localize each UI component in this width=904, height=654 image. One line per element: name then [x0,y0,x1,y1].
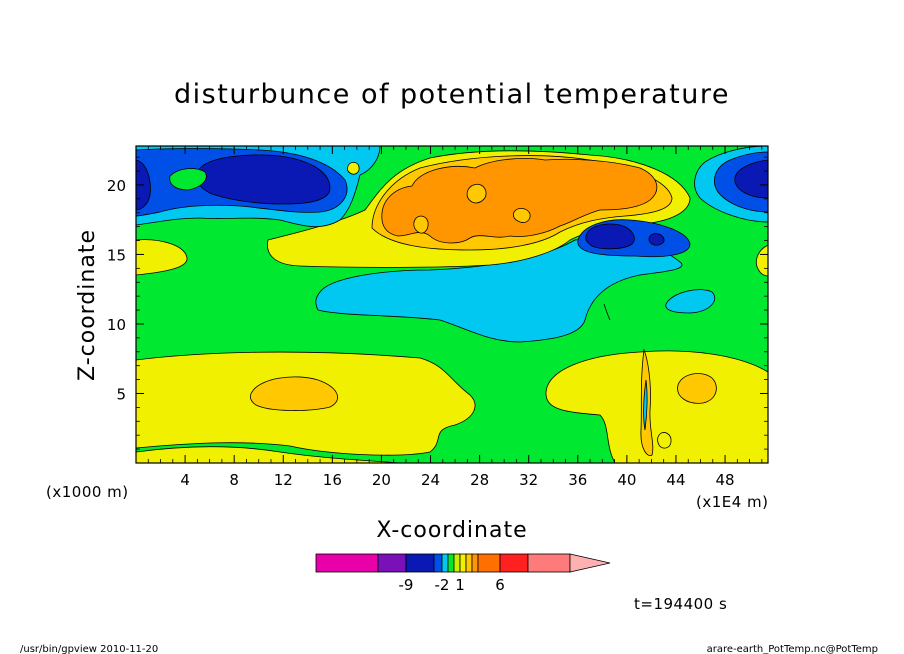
region-negative-mid [315,238,683,343]
y-tick-label: 20 [107,177,126,195]
x-tick-label: 28 [470,471,489,489]
colorbar-tick-label: -9 [399,576,414,594]
colorbar-tick-label: 1 [455,576,465,594]
y-tick-label: 10 [107,316,126,334]
colorbar-segment [477,553,501,573]
cell-negative-center-right-small [648,233,665,246]
y-tick-label: 5 [116,385,126,403]
blob-positive-upper-left [347,161,360,175]
colorbar-segment [377,553,407,573]
x-tick-label: 44 [666,471,685,489]
y-axis-label: Z-coordinate [75,229,100,381]
streak-contour-upper [603,303,611,321]
x-tick-label: 48 [716,471,735,489]
cell-negative-upper-right [734,159,768,199]
chart-title: disturbunce of potential temperature [174,79,730,110]
hole-upper-core-2 [512,208,531,223]
x-tick-label: 12 [274,471,293,489]
cell-negative-upper-left [196,154,331,205]
colorbar-extend-arrow [569,553,611,573]
x-axis-label: X-coordinate [376,518,527,543]
footer-left: /usr/bin/gpview 2010-11-20 [20,644,158,654]
colorbar-segment [315,553,379,573]
x-tick-label: 24 [421,471,440,489]
time-label: t=194400 s [634,595,727,613]
patch-positive-left-15 [136,239,188,276]
x-unit-right: (x1E4 m) [696,493,769,511]
plot-frame [135,145,769,464]
region-positive-bottom-left [136,446,401,463]
region-positive-upper-core [381,158,658,244]
colorbar-tick-label: 6 [495,576,505,594]
x-tick-label: 4 [180,471,190,489]
cell-positive-lower-right [677,373,717,404]
contour-field [136,146,768,463]
y-tick-label: 15 [107,246,126,264]
x-unit-left: (x1000 m) [46,483,129,501]
cell-positive-lower-left [249,376,339,411]
gap-near-zero-upper-left [169,168,207,191]
x-tick-label: 40 [617,471,636,489]
colorbar-segment [447,553,455,573]
x-tick-label: 8 [229,471,239,489]
hole-upper-core-3 [466,183,487,204]
streak-blob [657,432,672,449]
y-axis: 5 10 15 20 [107,156,768,450]
colorbar-segment [465,553,473,573]
footer-right: arare-earth_PotTemp.nc@PotTemp [707,644,878,654]
x-tick-label: 32 [519,471,538,489]
colorbar-segment [527,553,571,573]
streak-negative [643,379,648,431]
x-tick-label: 36 [568,471,587,489]
colorbar-segment [499,553,529,573]
colorbar-segment [405,553,435,573]
patch-negative-right [665,289,716,314]
hole-upper-core-1 [413,215,429,234]
x-tick-label: 16 [323,471,342,489]
x-axis: 4 8 12 16 20 24 28 32 36 40 44 48 [147,146,763,489]
colorbar-segment [433,553,443,573]
cell-negative-center-right [585,223,635,250]
x-tick-label: 20 [372,471,391,489]
colorbar-segment [441,553,449,573]
colorbar-segment [453,553,461,573]
colorbar-segment [459,553,467,573]
colorbar-segment [471,553,479,573]
colorbar: -9 -2 1 6 [315,553,611,594]
colorbar-tick-label: -2 [435,576,450,594]
